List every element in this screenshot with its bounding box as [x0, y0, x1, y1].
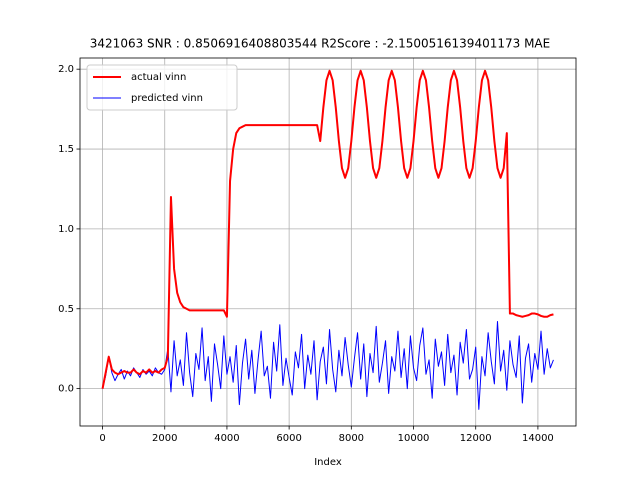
legend-label: actual vinn	[131, 72, 186, 83]
y-tick-label: 2.0	[58, 64, 74, 75]
x-tick-label: 2000	[152, 433, 177, 444]
chart-title: 3421063 SNR : 0.8506916408803544 R2Score…	[90, 37, 550, 51]
series-line	[102, 321, 554, 410]
y-tick-label: 0.0	[58, 384, 74, 395]
x-tick-label: 14000	[522, 433, 554, 444]
y-tick-label: 1.5	[58, 144, 74, 155]
legend-label: predicted vinn	[131, 93, 203, 104]
x-tick-label: 0	[99, 433, 105, 444]
x-axis-label: Index	[314, 457, 342, 468]
y-tick-label: 1.0	[58, 224, 74, 235]
x-tick-label: 12000	[460, 433, 492, 444]
series-line	[101, 69, 554, 389]
x-tick-label: 8000	[339, 433, 364, 444]
x-tick-label: 4000	[214, 433, 239, 444]
x-tick-label: 6000	[276, 433, 301, 444]
x-tick-label: 10000	[398, 433, 430, 444]
plot-frame	[79, 57, 577, 427]
legend-box	[86, 64, 238, 111]
y-tick-label: 0.5	[58, 304, 74, 315]
